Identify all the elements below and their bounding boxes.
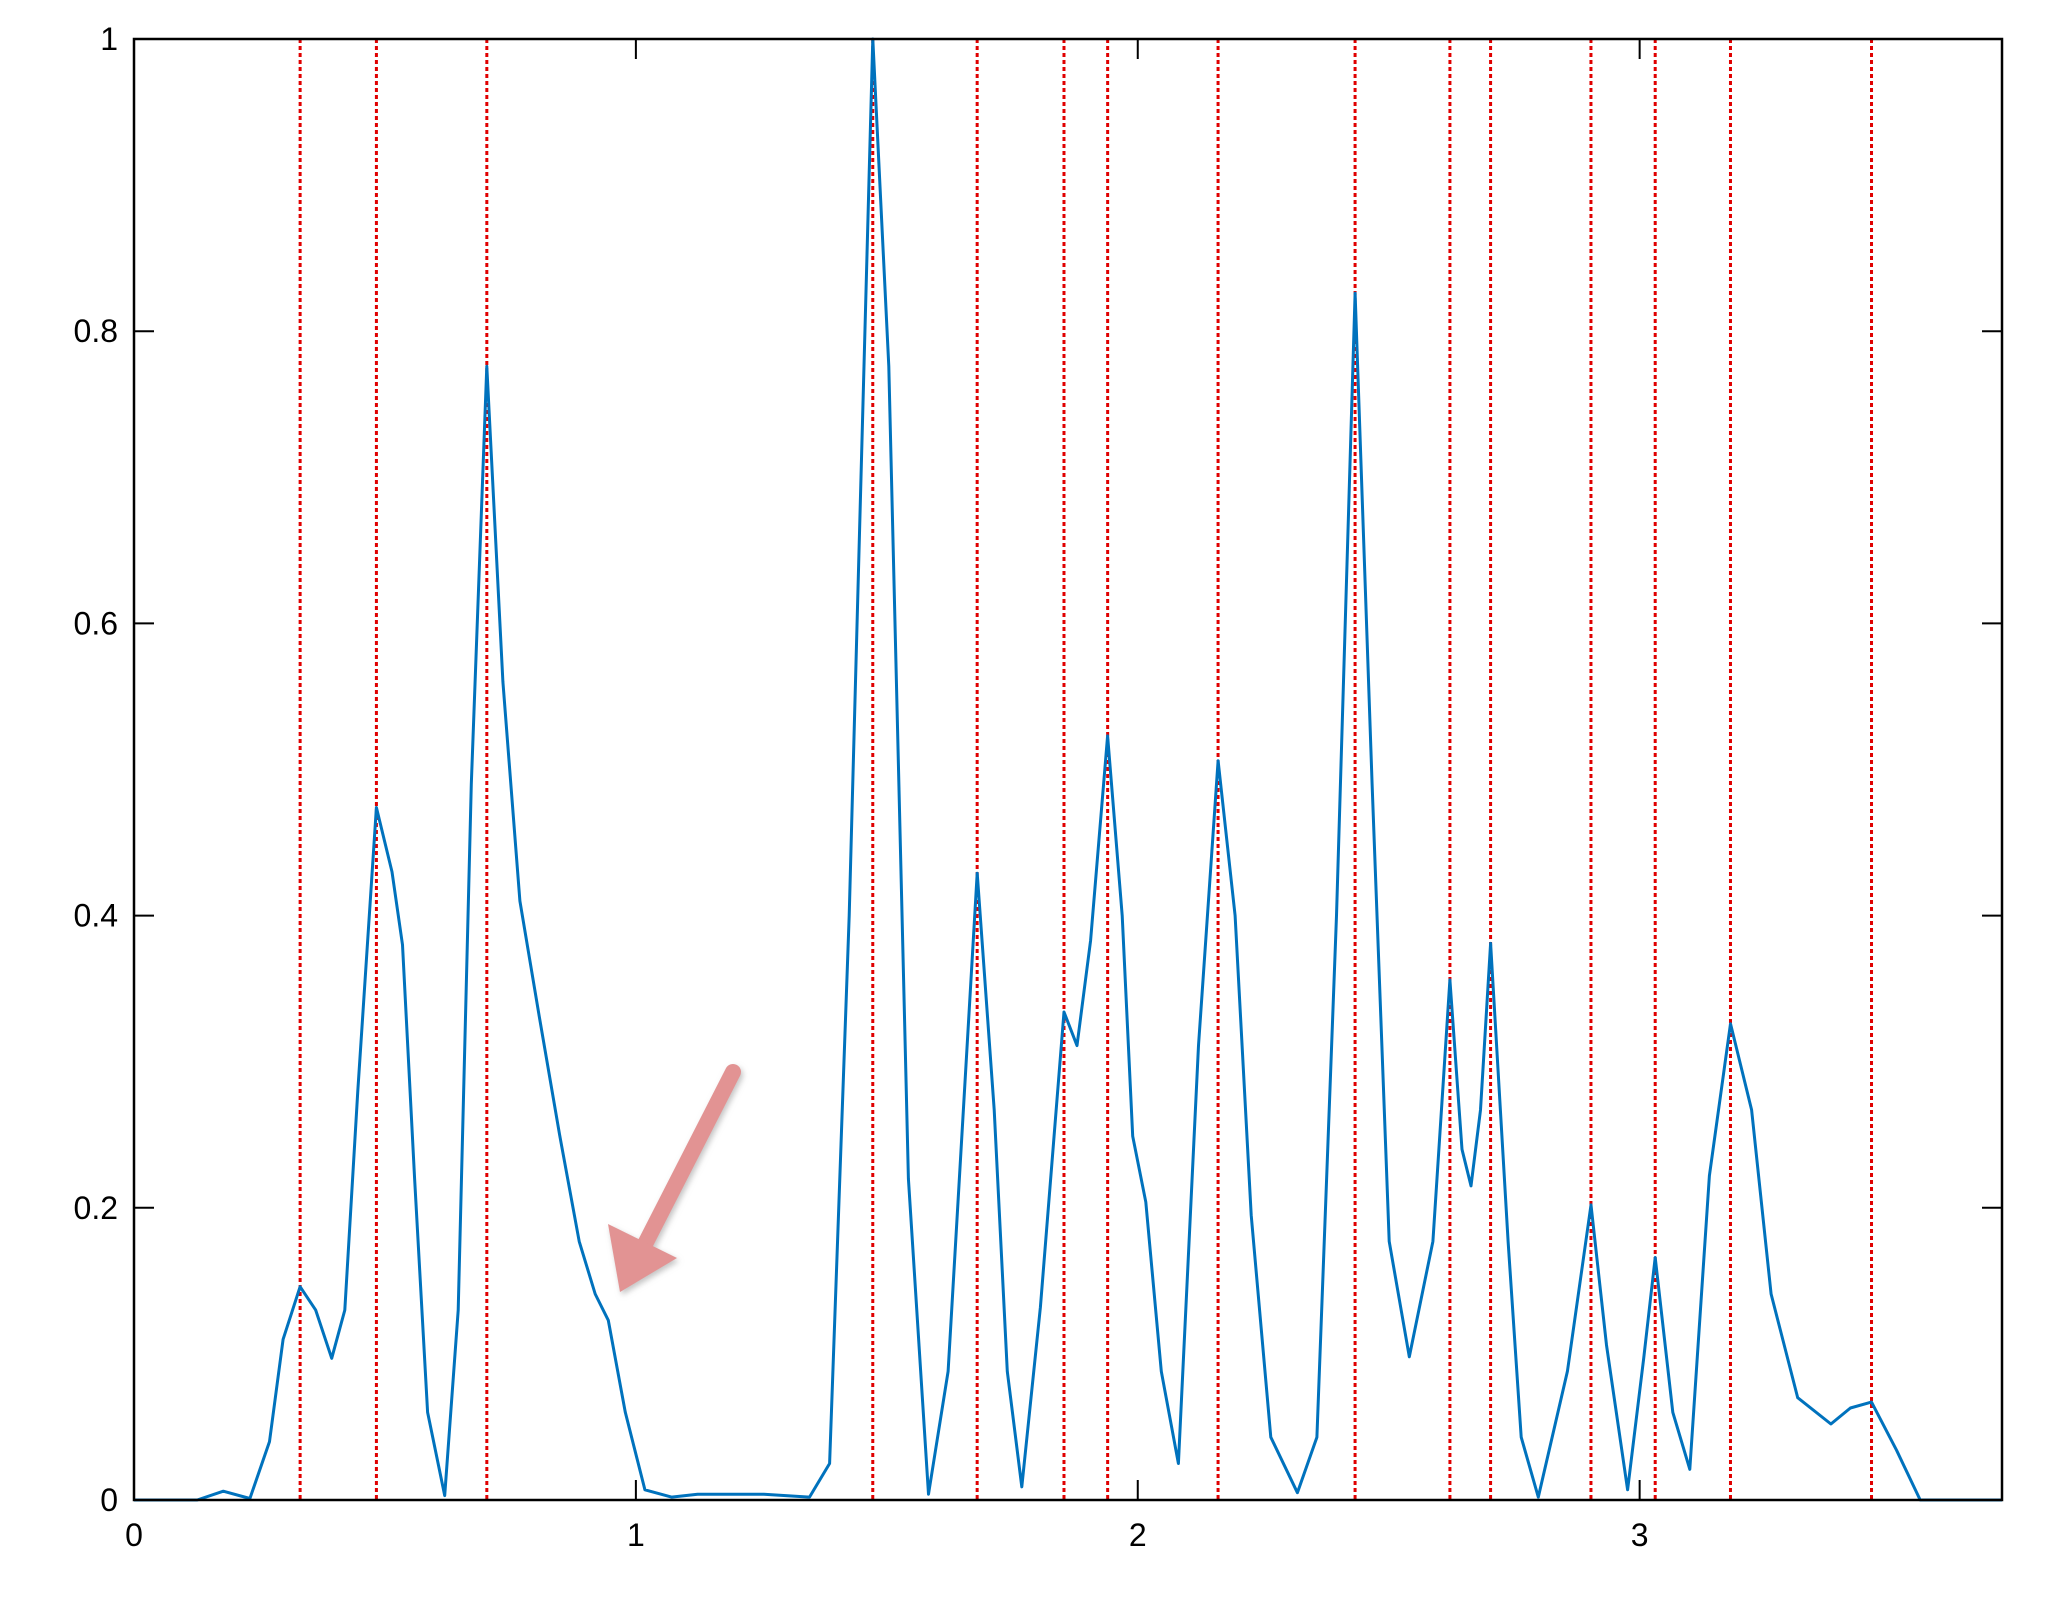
plot-area: [134, 39, 2002, 1500]
y-tick-label: 1: [100, 21, 118, 57]
annotation-arrow: [608, 1064, 741, 1292]
data-line: [134, 37, 2002, 1502]
y-tick-label: 0.4: [74, 898, 118, 934]
x-tick-label: 3: [1631, 1517, 1649, 1553]
y-tick-label: 0.2: [74, 1190, 118, 1226]
y-tick-label: 0.8: [74, 313, 118, 349]
x-tick-label: 2: [1129, 1517, 1147, 1553]
plot-frame: [132, 37, 2004, 1502]
x-tick-label: 1: [627, 1517, 645, 1553]
y-tick-label: 0.6: [74, 605, 118, 641]
x-tick-label: 0: [125, 1517, 143, 1553]
y-tick-label: 0: [100, 1482, 118, 1518]
